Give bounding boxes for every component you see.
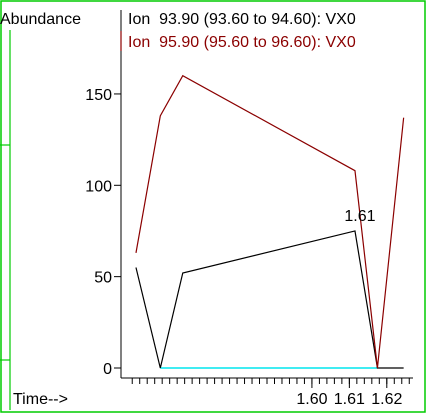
y-tick-label: 150 bbox=[85, 87, 112, 104]
y-tick-label: 100 bbox=[85, 178, 112, 195]
y-tick-label: 0 bbox=[103, 361, 112, 378]
series-layer bbox=[135, 74, 405, 369]
peak-annotation-label: 1.61 bbox=[344, 208, 375, 225]
x-tick-label: 1.61 bbox=[334, 391, 365, 408]
x-axis-label: Time--> bbox=[13, 391, 68, 408]
series-line-1 bbox=[135, 230, 404, 369]
legend-entry-2: Ion 95.90 (95.60 to 96.60): VX0 bbox=[128, 34, 356, 51]
legend-entry-1: Ion 93.90 (93.60 to 94.60): VX0 bbox=[128, 11, 356, 28]
y-tick-label: 50 bbox=[94, 270, 112, 287]
x-axis-ticks: 1.60 1.61 1.62 bbox=[131, 378, 410, 408]
y-axis-ticks: 0 50 100 150 bbox=[85, 87, 121, 378]
x-tick-label: 1.62 bbox=[371, 391, 402, 408]
x-tick-label: 1.60 bbox=[296, 391, 327, 408]
legend: Ion 93.90 (93.60 to 94.60): VX0 Ion 95.9… bbox=[120, 10, 356, 51]
series-line-2 bbox=[135, 74, 405, 369]
y-axis-label: Abundance bbox=[0, 11, 81, 28]
